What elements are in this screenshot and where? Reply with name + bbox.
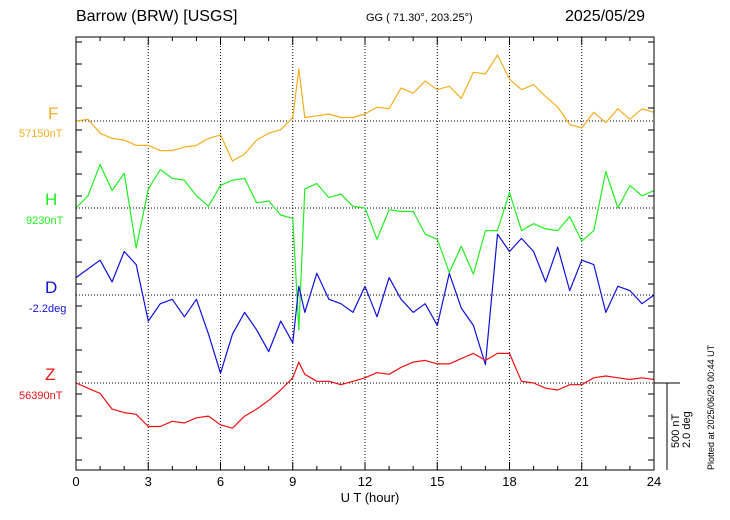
scale-bar-label: 500 nT 2.0 deg (670, 411, 693, 448)
date-label: 2025/05/29 (565, 8, 646, 25)
x-axis-title: U T (hour) (340, 490, 400, 505)
series-line-D (75, 233, 655, 374)
x-tick-label: 3 (144, 474, 152, 489)
x-tick-label: 6 (216, 474, 225, 489)
x-tick-label: 12 (357, 474, 373, 489)
scale-deg-label: 2.0 deg (681, 411, 693, 448)
coords-label: GG ( 71.30°, 203.25°) (366, 12, 473, 24)
series-label-D: D (45, 278, 58, 297)
series-label-H: H (45, 190, 58, 209)
station-title: Barrow (BRW) [USGS] (76, 8, 238, 25)
x-tick-label: 15 (430, 474, 445, 489)
series-line-Z (75, 352, 655, 429)
baseline-label-F: 57150nT (19, 128, 63, 140)
baseline-label-Z: 56390nT (19, 390, 63, 402)
baseline-label-H: 9230nT (26, 215, 64, 227)
x-tick-label: 18 (502, 474, 517, 489)
plotted-at-note: Plotted at 2025/06/29 00:44 UT (706, 344, 716, 470)
grid-lines (147, 37, 583, 470)
axis-ticks (75, 37, 655, 470)
data-traces (75, 54, 655, 429)
x-tick-label: 24 (646, 474, 662, 489)
x-tick-label: 0 (72, 474, 80, 489)
series-label-F: F (48, 104, 59, 123)
series-label-Z: Z (45, 365, 56, 384)
baseline-label-D: -2.2deg (29, 303, 67, 315)
series-line-F (75, 54, 655, 162)
series-line-H (75, 163, 655, 331)
x-tick-label: 9 (289, 474, 297, 489)
x-tick-label: 21 (574, 474, 589, 489)
